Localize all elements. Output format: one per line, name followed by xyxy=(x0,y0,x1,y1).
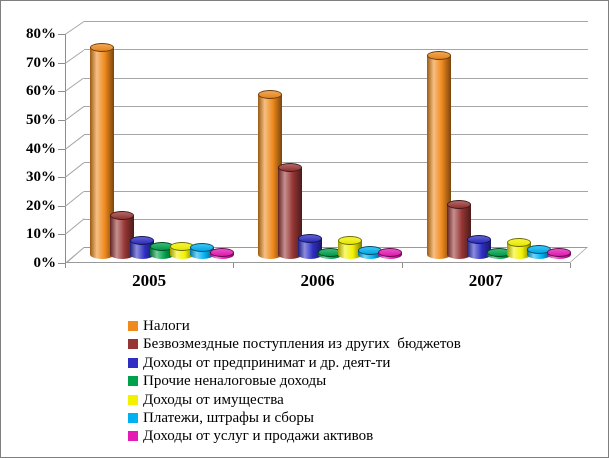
bar-cylinder-cap xyxy=(130,236,154,246)
bar-cylinder-cap xyxy=(210,247,234,257)
legend-label: Доходы от услуг и продажи активов xyxy=(143,428,374,445)
y-axis-tick-label: 70% xyxy=(26,54,56,71)
y-axis-tick xyxy=(58,263,65,264)
bar-cylinder-body xyxy=(190,247,214,260)
legend-item: Прочие неналоговые доходы xyxy=(128,372,461,390)
bar-cylinder-body xyxy=(298,238,323,260)
legend-swatch xyxy=(128,412,138,423)
y-axis-tick-label: 80% xyxy=(26,26,56,42)
x-axis-tick xyxy=(401,263,403,268)
legend-item: Безвозмездные поступления из других бюдж… xyxy=(128,335,461,353)
bar-cylinder-cap xyxy=(298,233,323,243)
y-axis-tick xyxy=(58,62,65,64)
legend-swatch xyxy=(128,339,138,350)
legend-label: Безвозмездные поступления из других бюдж… xyxy=(143,336,461,353)
bar-cylinder-cap xyxy=(258,90,283,100)
bar-cylinder-cap xyxy=(506,237,531,247)
y-axis-depth-connector xyxy=(64,218,85,236)
bar-cylinder-body xyxy=(466,239,491,260)
category-label: 2005 xyxy=(132,271,167,290)
gridline xyxy=(84,190,588,192)
gridline xyxy=(84,21,588,22)
y-axis-tick xyxy=(58,91,65,93)
legend-swatch xyxy=(128,321,138,331)
legend-swatch xyxy=(128,376,138,387)
y-axis-tick xyxy=(58,148,65,150)
legend-label: Доходы от имущества xyxy=(143,391,284,408)
y-axis-depth-connector xyxy=(64,105,85,121)
y-axis-tick-label: 20% xyxy=(26,197,56,214)
y-axis-depth-connector xyxy=(64,190,85,207)
legend-item: Налоги xyxy=(128,317,461,335)
x-axis-tick xyxy=(569,263,571,268)
legend-item: Доходы от предпринимат и др. деят-ти xyxy=(128,354,461,372)
y-axis-tick xyxy=(58,205,65,207)
y-axis-depth-connector xyxy=(64,134,85,150)
legend-swatch xyxy=(128,431,138,442)
gridline xyxy=(84,77,588,79)
legend-label: Налоги xyxy=(143,318,190,334)
bar-cylinder-body xyxy=(130,240,154,260)
y-axis-tick-label: 40% xyxy=(26,140,56,157)
legend-swatch xyxy=(128,357,138,368)
bar-cylinder-cap xyxy=(110,211,134,221)
bar-cylinder-cap xyxy=(466,235,491,245)
y-axis-depth-connector xyxy=(64,77,85,93)
y-axis-depth-connector xyxy=(64,21,85,35)
y-axis-tick xyxy=(58,234,65,236)
bar-cylinder-body xyxy=(338,240,363,260)
y-axis-depth-connector xyxy=(64,162,85,179)
y-axis-tick-label: 30% xyxy=(26,169,56,186)
y-axis-tick-label: 50% xyxy=(26,111,56,128)
legend-label: Доходы от предпринимат и др. деят-ти xyxy=(143,354,391,371)
y-axis-tick xyxy=(58,119,65,121)
gridline xyxy=(84,49,588,51)
gridline xyxy=(84,162,588,164)
category-label: 2006 xyxy=(300,271,335,290)
legend-item: Платежи, штрафы и сборы xyxy=(128,409,461,427)
y-axis-tick-label: 10% xyxy=(26,226,56,243)
y-axis-tick-label: 0% xyxy=(33,255,57,271)
y-axis-tick xyxy=(58,34,65,35)
bar-cylinder-body xyxy=(506,242,531,260)
x-axis-tick xyxy=(65,263,66,268)
bar-cylinder-cap xyxy=(90,42,114,52)
x-axis-tick xyxy=(233,263,235,268)
bar-cylinder-cap xyxy=(378,247,403,257)
category-label: 2007 xyxy=(468,271,503,290)
bar-cylinder-cap xyxy=(278,163,303,173)
y-axis-tick-label: 60% xyxy=(26,83,56,100)
bar-cylinder-cap xyxy=(446,199,471,209)
legend-item: Доходы от услуг и продажи активов xyxy=(128,427,461,445)
gridline xyxy=(84,218,588,220)
bar-cylinder-cap xyxy=(190,243,214,253)
y-axis-tick xyxy=(58,177,65,179)
bar-cylinder-cap xyxy=(338,236,363,246)
bar-cylinder-body xyxy=(358,250,383,260)
legend-item: Доходы от имущества xyxy=(128,391,461,409)
gridline xyxy=(84,134,588,135)
legend-label: Прочие неналоговые доходы xyxy=(143,373,327,390)
legend-swatch xyxy=(128,394,138,405)
bar-cylinder-cap xyxy=(426,50,451,60)
legend: Налоги Безвозмездные поступления из други… xyxy=(128,317,461,446)
bar-cylinder-cap xyxy=(546,247,571,257)
bar-cylinder-body xyxy=(526,249,551,260)
gridline xyxy=(84,105,588,107)
y-axis-depth-connector xyxy=(64,49,85,64)
legend-label: Платежи, штрафы и сборы xyxy=(143,409,315,426)
